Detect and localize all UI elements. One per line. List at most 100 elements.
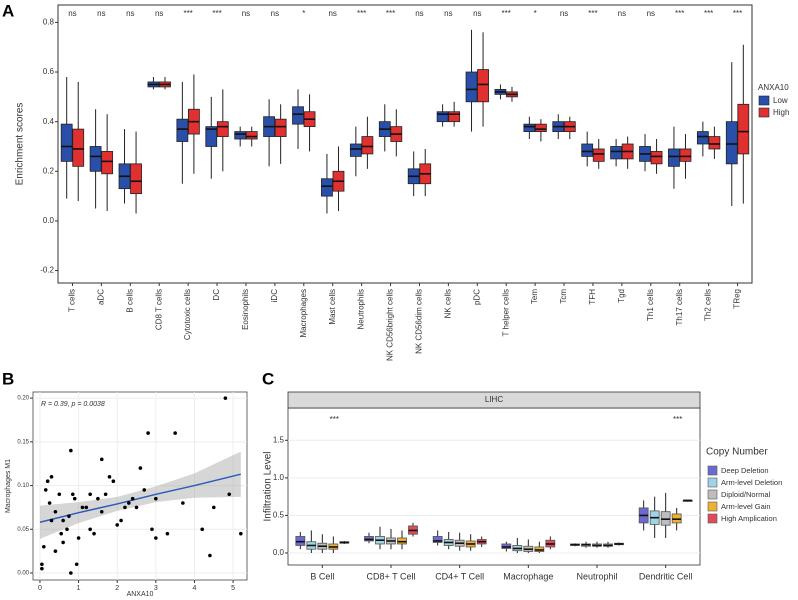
legend-title: Copy Number: [706, 447, 768, 458]
point: [92, 531, 96, 536]
point: [146, 431, 150, 435]
legend-swatch: [707, 513, 718, 524]
y-tick-label: -0.2: [40, 266, 54, 275]
point: [84, 505, 89, 510]
box: [234, 131, 247, 140]
x-tick-label: Cytotoxic cells: [183, 289, 192, 340]
significance-label: ns: [618, 9, 626, 18]
y-tick-label: 0.0: [273, 548, 285, 557]
significance-label: ns: [415, 9, 423, 18]
point: [107, 475, 112, 479]
significance-label: ***: [588, 9, 597, 18]
box: [592, 148, 605, 162]
panel-letter: A: [2, 1, 14, 20]
x-tick-label: Macrophage: [503, 571, 553, 581]
x-tick-label: Dendritic Cell: [639, 571, 693, 581]
x-tick-label: CD8+ T Cell: [367, 571, 416, 581]
x-tick-label: iDC: [270, 289, 279, 303]
y-tick-label: 0.10: [17, 483, 29, 489]
box: [130, 163, 142, 195]
box: [432, 536, 443, 543]
point: [150, 527, 154, 532]
x-tick-label: pDC: [472, 289, 481, 305]
significance-label: ns: [271, 9, 279, 18]
point: [45, 479, 50, 483]
y-tick-label: 0.4: [43, 117, 55, 126]
significance-label: *: [302, 9, 305, 18]
point: [154, 536, 158, 540]
box: [534, 123, 547, 132]
significance-label: *: [534, 9, 537, 18]
point: [57, 492, 62, 497]
point: [61, 518, 65, 523]
facet-strip: [287, 391, 701, 409]
point: [211, 505, 216, 510]
x-tick-label: Neutrophils: [357, 289, 366, 329]
box: [101, 151, 114, 175]
significance-label: ns: [560, 9, 568, 18]
legend-swatch: [758, 95, 770, 106]
facet-label: LIHC: [485, 395, 503, 404]
y-tick-label: 1.0: [273, 473, 285, 482]
box: [668, 148, 680, 167]
point: [49, 475, 54, 479]
significance-label: ***: [386, 9, 395, 18]
fit-line: [39, 473, 241, 524]
legend-swatch: [758, 107, 770, 118]
panel-letter: C: [262, 369, 274, 388]
point: [47, 501, 52, 505]
box: [679, 148, 692, 162]
x-tick-label: NK CD56bright cells: [386, 289, 395, 361]
legend-title: ANXA10: [758, 83, 789, 92]
point: [40, 562, 44, 567]
box: [274, 118, 287, 137]
significance-label: ***: [212, 9, 221, 18]
legend-swatch: [707, 489, 718, 500]
x-tick-label: NK cells: [443, 289, 452, 318]
legend-swatch: [707, 477, 718, 488]
x-tick-label: Macrophages: [299, 289, 308, 337]
x-tick-label: Neutrophil: [576, 571, 617, 581]
point: [61, 540, 65, 545]
x-tick-label: Mast cells: [328, 289, 337, 325]
significance-label: ***: [673, 415, 682, 424]
point: [80, 505, 85, 510]
significance-label: ns: [473, 9, 481, 18]
point: [88, 527, 92, 532]
legend-swatch: [707, 465, 718, 476]
point: [43, 488, 48, 492]
point: [239, 531, 243, 536]
point: [53, 549, 58, 553]
x-tick-label: T cells: [68, 289, 77, 312]
box: [581, 143, 594, 157]
plot-background: [287, 407, 701, 566]
box: [205, 126, 218, 147]
box: [477, 69, 489, 103]
x-tick-label: Tem: [530, 289, 539, 304]
y-axis-title: Macrophages M1: [5, 459, 12, 513]
point: [208, 553, 212, 558]
y-tick-label: 0.15: [17, 439, 29, 445]
x-tick-label: CD8 T cells: [154, 289, 163, 330]
y-tick-label: 0.20: [17, 396, 29, 402]
box: [245, 131, 258, 140]
x-tick-label: CD4+ T Cell: [435, 571, 484, 581]
box: [216, 121, 229, 137]
box: [349, 143, 362, 157]
x-tick-label: aDC: [96, 289, 105, 305]
box: [436, 111, 449, 123]
point: [70, 492, 75, 497]
point: [65, 527, 69, 532]
x-tick-label: Tgd: [617, 289, 626, 303]
x-tick-label: Th1 cells: [646, 289, 655, 321]
point: [99, 457, 104, 462]
significance-label: ***: [357, 9, 366, 18]
box: [60, 123, 73, 162]
legend-label: Arm-level Deletion: [721, 478, 782, 487]
point: [123, 505, 127, 510]
point: [119, 518, 123, 523]
x-tick-label: TReg: [733, 289, 742, 309]
x-axis-title: ANXA10: [127, 591, 154, 598]
point: [138, 466, 143, 470]
box: [610, 146, 623, 160]
